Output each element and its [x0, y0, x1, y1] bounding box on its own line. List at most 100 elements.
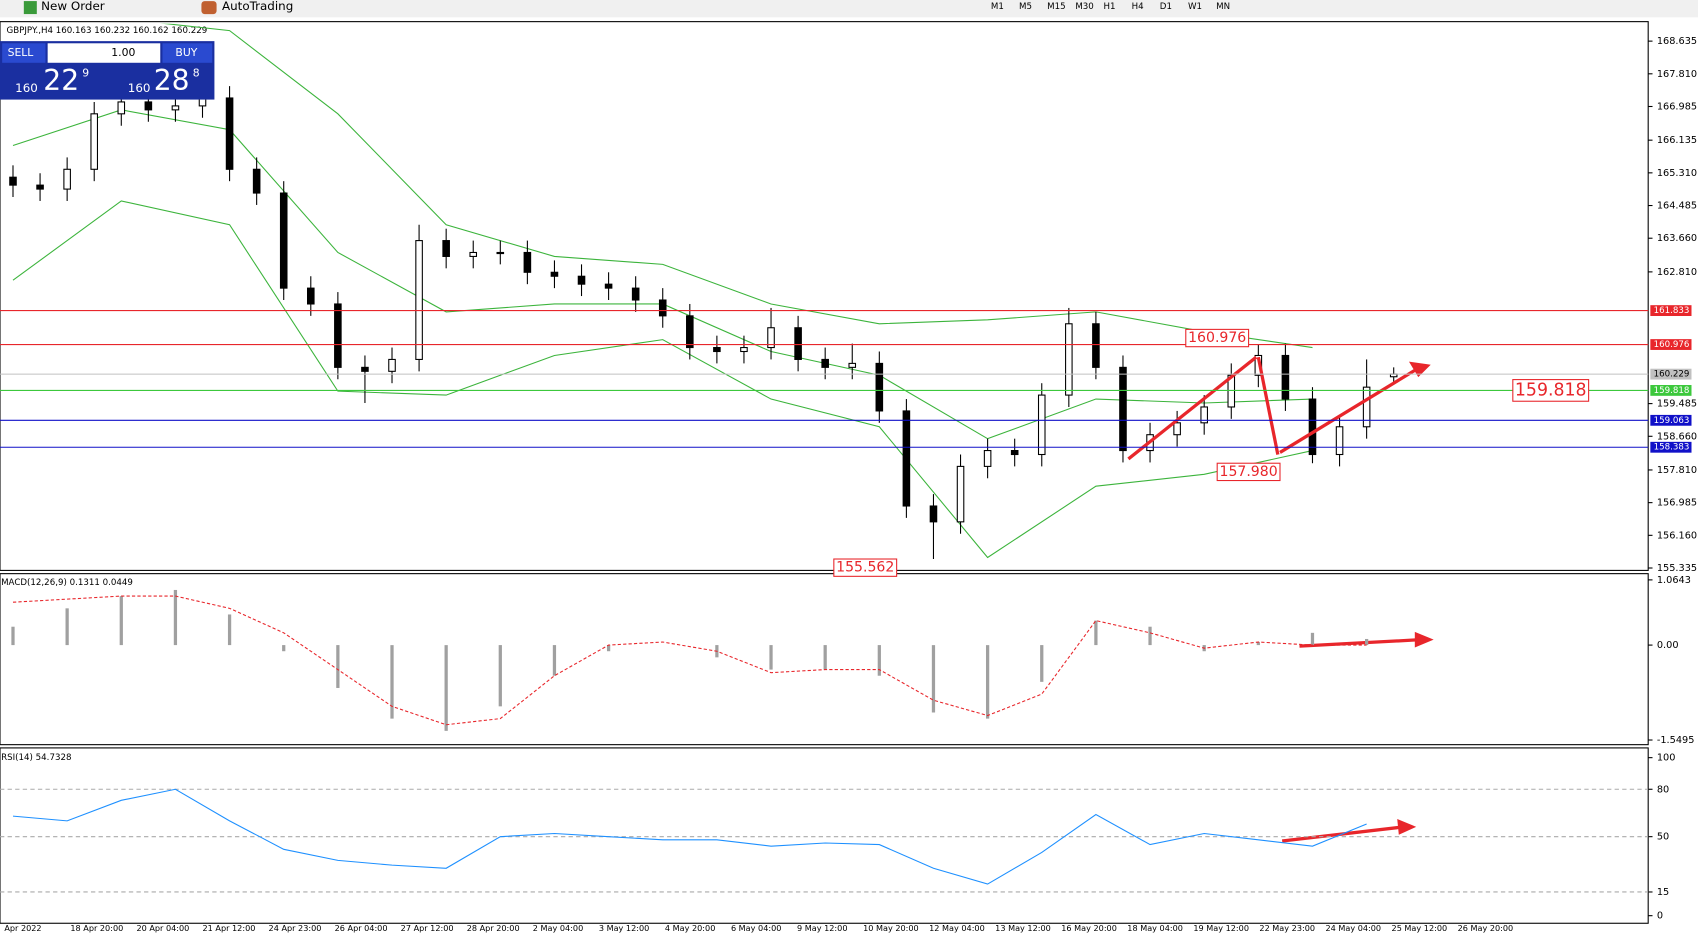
- candle-body: [252, 168, 261, 194]
- price-label: 165.310: [1657, 168, 1697, 179]
- rsi-tick: 15: [1657, 887, 1669, 898]
- time-label: 25 May 12:00: [1392, 923, 1448, 933]
- time-label: 9 May 12:00: [797, 923, 847, 933]
- price-label: 162.810: [1657, 267, 1697, 278]
- candle-body: [1119, 366, 1127, 452]
- ask-big[interactable]: 160: [128, 81, 151, 95]
- arrow: [1256, 356, 1280, 455]
- arrowhead: [1408, 361, 1431, 378]
- candle-body: [1200, 406, 1208, 424]
- buy-button[interactable]: [162, 43, 213, 63]
- rsi-tick: 100: [1657, 753, 1676, 764]
- annotation: 155.562: [836, 560, 894, 576]
- candle-body: [631, 287, 640, 301]
- time-label: 16 May 20:00: [1061, 923, 1117, 933]
- bollinger-middle: [12, 109, 1313, 440]
- candle-body: [90, 113, 99, 170]
- new-order-icon[interactable]: [23, 1, 37, 15]
- candle-body: [225, 97, 234, 170]
- level-label: 160.976: [1654, 340, 1690, 350]
- candle-body: [144, 101, 153, 111]
- timeframe[interactable]: H4: [1132, 2, 1145, 12]
- level-tag: [1650, 441, 1692, 453]
- highlight-label: 159.818: [1515, 380, 1587, 400]
- candle-body: [334, 303, 342, 368]
- ask-pip[interactable]: 8: [193, 67, 200, 80]
- candle-body: [1362, 386, 1371, 428]
- level-tag: [1650, 305, 1692, 317]
- annotation: 157.980: [1220, 464, 1278, 480]
- candle-body: [767, 327, 775, 349]
- price-label: 164.485: [1657, 201, 1697, 212]
- level-tag: [1650, 339, 1692, 350]
- price-label: 157.810: [1657, 465, 1697, 476]
- timeframe[interactable]: MN: [1216, 2, 1230, 12]
- symbol-header: GBPJPY.,H4 160.163 160.232 160.162 160.2…: [6, 26, 207, 36]
- new-order[interactable]: New Order: [41, 0, 105, 13]
- bid-pip[interactable]: 9: [82, 67, 89, 80]
- autotrading-icon[interactable]: [201, 1, 217, 15]
- price-label: 158.660: [1657, 431, 1697, 442]
- timeframe[interactable]: M5: [1019, 2, 1032, 12]
- candle-body: [9, 176, 17, 186]
- candle-body: [1092, 323, 1100, 368]
- timeframe[interactable]: D1: [1160, 2, 1172, 12]
- arrowhead: [1414, 631, 1434, 648]
- candle-body: [713, 347, 721, 353]
- sell-button[interactable]: [2, 43, 46, 63]
- timeframe[interactable]: W1: [1188, 2, 1202, 12]
- ask-main[interactable]: 28: [154, 64, 190, 97]
- timeframe[interactable]: M1: [991, 2, 1004, 12]
- candle-body: [902, 410, 911, 507]
- arrow: [1279, 366, 1420, 454]
- price-label: 156.985: [1657, 498, 1697, 509]
- auto-trading[interactable]: AutoTrading: [222, 0, 293, 13]
- candle-body: [1010, 450, 1019, 456]
- bid-big[interactable]: 160: [15, 81, 38, 95]
- sell-label[interactable]: SELL: [8, 46, 34, 59]
- time-label: 24 Apr 23:00: [269, 923, 322, 933]
- lots-field[interactable]: [47, 43, 161, 63]
- timeframe[interactable]: M15: [1047, 2, 1065, 12]
- candle-body: [956, 465, 965, 523]
- price-label: 166.135: [1657, 135, 1697, 146]
- candle-body: [469, 251, 478, 257]
- level-tag: [1650, 414, 1692, 426]
- time-label: 28 Apr 20:00: [467, 923, 520, 933]
- time-label: 26 May 20:00: [1458, 923, 1514, 933]
- time-label: 19 May 12:00: [1193, 923, 1249, 933]
- time-label: 18 Apr 20:00: [70, 923, 123, 933]
- candle-body: [550, 271, 559, 277]
- time-label: 6 May 04:00: [731, 923, 781, 933]
- candle-body: [63, 168, 71, 190]
- candle-body: [577, 275, 586, 285]
- price-label: 166.985: [1657, 101, 1697, 112]
- bid-main[interactable]: 22: [43, 64, 79, 97]
- candle-body: [929, 505, 938, 523]
- candle-body: [875, 362, 884, 412]
- rsi-tick: 50: [1657, 832, 1669, 843]
- timeframe[interactable]: M30: [1075, 2, 1093, 12]
- price-label: 156.160: [1657, 530, 1697, 541]
- candle-body: [983, 450, 992, 467]
- buy-label[interactable]: BUY: [175, 46, 197, 59]
- price-panel: [0, 21, 1649, 571]
- annotation: 160.976: [1188, 330, 1246, 346]
- rsi-tick: 80: [1657, 784, 1669, 795]
- timeframe[interactable]: H1: [1103, 2, 1115, 12]
- level-label: 159.063: [1654, 416, 1690, 426]
- arrow: [1127, 355, 1258, 461]
- lots[interactable]: 1.00: [111, 46, 135, 59]
- annotation-box: [1185, 328, 1250, 348]
- rsi-panel: [0, 747, 1649, 924]
- time-label: 26 Apr 04:00: [335, 923, 388, 933]
- price-label: 159.485: [1657, 399, 1697, 410]
- candle-body: [658, 299, 667, 317]
- time-label: 4 May 20:00: [665, 923, 715, 933]
- level-label: 158.383: [1654, 443, 1690, 453]
- time-label: 22 May 23:00: [1259, 923, 1315, 933]
- candle-body: [821, 358, 829, 368]
- price-label: 155.335: [1657, 563, 1697, 574]
